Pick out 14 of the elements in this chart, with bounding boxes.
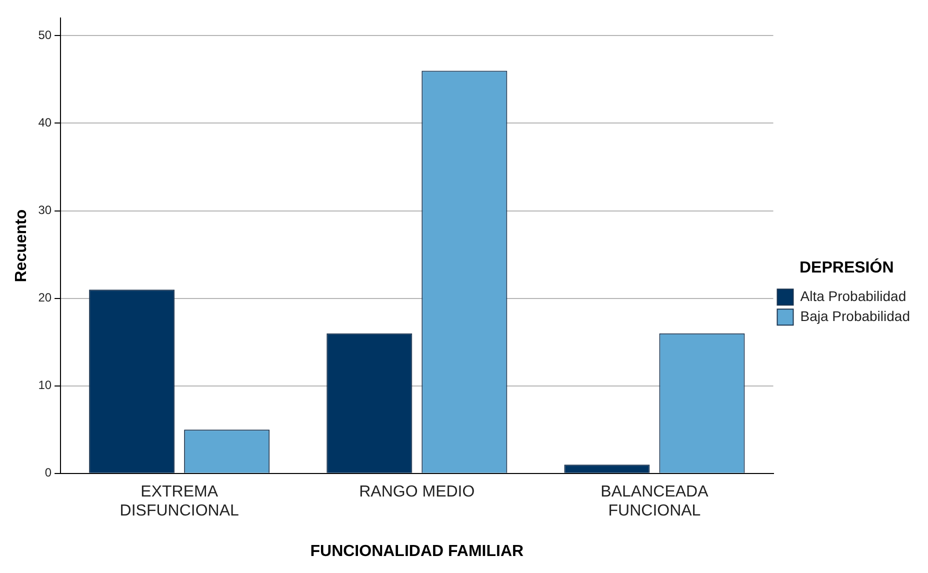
y-tick-label: 40	[38, 116, 52, 130]
y-axis-title: Recuento	[13, 209, 30, 282]
x-tick-label: EXTREMA DISFUNCIONAL	[120, 483, 239, 520]
y-tick-label: 50	[38, 28, 52, 42]
y-tick-label: 30	[38, 203, 52, 218]
y-tick-label: 10	[38, 378, 52, 392]
legend-label: Alta Probabilidad	[800, 288, 906, 304]
x-tick-label: RANGO MEDIO	[359, 483, 475, 500]
y-tick-label: 0	[44, 466, 52, 480]
legend-label: Baja Probabilidad	[800, 308, 910, 324]
x-axis-title: FUNCIONALIDAD FAMILIAR	[310, 542, 524, 560]
x-tick-label: BALANCEADA FUNCIONAL	[600, 483, 709, 520]
y-tick-label: 20	[38, 290, 52, 305]
legend-title: DEPRESIÓN	[800, 257, 894, 276]
